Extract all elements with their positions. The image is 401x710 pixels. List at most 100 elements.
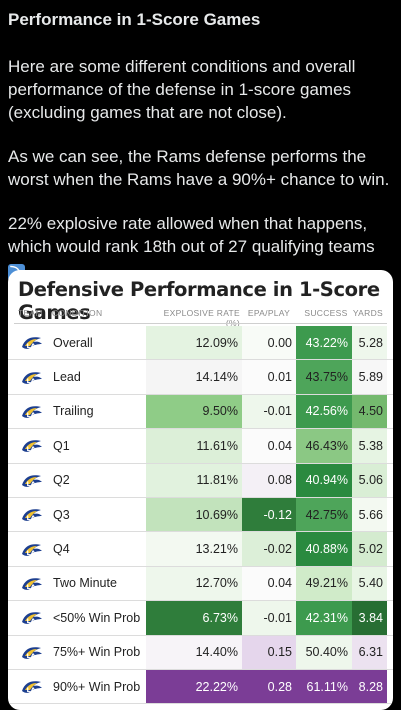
explosive-rate-cell: 12.09% (146, 326, 242, 360)
team-logo-cell: LA (18, 636, 46, 669)
condition-cell: 75%+ Win Prob (53, 645, 141, 660)
yards-cell: 5.66 (352, 497, 387, 532)
condition-cell: Q3 (53, 507, 70, 522)
success-cell: 42.75% (296, 497, 352, 532)
condition-cell: Trailing (53, 404, 94, 419)
team-logo-cell: LA (18, 326, 46, 359)
team-logo-cell: LA (18, 360, 46, 393)
table-row: LA Trailing 9.50% -0.01 42.56% 4.50 (8, 394, 393, 430)
success-cell: 46.43% (296, 429, 352, 463)
svg-text:LA: LA (27, 445, 36, 453)
svg-text:LA: LA (27, 583, 36, 591)
svg-text:LA: LA (27, 480, 36, 488)
rams-logo-icon: LA (20, 576, 44, 591)
team-logo-cell: LA (18, 429, 46, 462)
epa-play-cell: 0.04 (242, 566, 296, 601)
rams-logo-icon: LA (20, 404, 44, 419)
svg-text:LA: LA (27, 342, 36, 350)
explosive-rate-cell: 12.70% (146, 566, 242, 601)
epa-play-cell: -0.01 (242, 601, 296, 635)
epa-play-cell: 0.15 (242, 635, 296, 669)
epa-play-cell: 0.08 (242, 463, 296, 497)
epa-play-cell: 0.04 (242, 429, 296, 463)
table-row: LA Two Minute 12.70% 0.04 49.21% 5.40 (8, 566, 393, 602)
condition-cell: Lead (53, 370, 81, 385)
header-success: SUCCESS (304, 308, 348, 318)
explosive-rate-cell: 14.14% (146, 360, 242, 394)
table-title: Defensive Performance in 1-Score Games (18, 278, 380, 324)
rams-logo-icon: LA (20, 645, 44, 660)
explosive-rate-cell: 11.61% (146, 429, 242, 463)
rams-logo-icon: LA (20, 370, 44, 385)
yards-cell: 5.40 (352, 566, 387, 601)
header-condition: CONDITION (52, 308, 103, 318)
yards-cell: 3.84 (352, 601, 387, 635)
yards-cell: 5.02 (352, 532, 387, 566)
team-logo-cell: LA (18, 670, 46, 703)
table-body: LA Overall 12.09% 0.00 43.22% 5.28 LA Lead 14.14… (8, 326, 393, 705)
table-row: LA 90%+ Win Prob 22.22% 0.28 61.11% 8.28 (8, 669, 393, 705)
explosive-rate-cell: 11.81% (146, 463, 242, 497)
team-logo-cell: LA (18, 532, 46, 565)
condition-cell: <50% Win Prob (53, 610, 141, 625)
team-logo-cell: LA (18, 567, 46, 600)
svg-text:LA: LA (27, 514, 36, 522)
svg-text:LA: LA (27, 686, 36, 694)
epa-play-cell: -0.02 (242, 532, 296, 566)
explosive-rate-cell: 10.69% (146, 497, 242, 532)
rams-logo-icon: LA (20, 679, 44, 694)
rams-logo-icon: LA (20, 542, 44, 557)
table-row: LA Q3 10.69% -0.12 42.75% 5.66 (8, 497, 393, 533)
success-cell: 40.94% (296, 463, 352, 497)
yards-cell: 8.28 (352, 669, 387, 704)
table-row: LA Q2 11.81% 0.08 40.94% 5.06 (8, 463, 393, 498)
condition-cell: Q2 (53, 473, 70, 488)
table-row: LA Lead 14.14% 0.01 43.75% 5.89 (8, 360, 393, 395)
success-cell: 61.11% (296, 669, 352, 704)
team-logo-cell: LA (18, 601, 46, 634)
table-row: LA Overall 12.09% 0.00 43.22% 5.28 (8, 326, 393, 361)
table-row: LA 75%+ Win Prob 14.40% 0.15 50.40% 6.31 (8, 635, 393, 670)
rams-logo-icon: LA (20, 507, 44, 522)
success-cell: 43.75% (296, 360, 352, 394)
condition-cell: Q4 (53, 542, 70, 557)
rams-logo-icon: LA (20, 335, 44, 350)
table-image-card[interactable]: Defensive Performance in 1-Score Games T… (8, 270, 393, 710)
yards-cell: 4.50 (352, 394, 387, 429)
condition-cell: 90%+ Win Prob (53, 679, 141, 694)
yards-cell: 5.38 (352, 429, 387, 463)
team-logo-cell: LA (18, 395, 46, 428)
header-yards: YARDS (352, 308, 383, 318)
condition-cell: Two Minute (53, 576, 117, 591)
header-explosive-rate: EXPLOSIVE RATE (%) (163, 308, 240, 328)
table-row: LA Q1 11.61% 0.04 46.43% 5.38 (8, 429, 393, 464)
post-paragraph-2: As we can see, the Rams defense performs… (8, 147, 390, 189)
success-cell: 42.56% (296, 394, 352, 429)
table-row: LA <50% Win Prob 6.73% -0.01 42.31% 3.84 (8, 601, 393, 636)
yards-cell: 6.31 (352, 635, 387, 669)
header-divider (14, 323, 387, 324)
svg-text:LA: LA (27, 652, 36, 660)
success-cell: 49.21% (296, 566, 352, 601)
svg-text:LA: LA (27, 411, 36, 419)
epa-play-cell: -0.12 (242, 497, 296, 532)
success-cell: 40.88% (296, 532, 352, 566)
header-epa-play: EPA/PLAY (247, 308, 291, 318)
success-cell: 43.22% (296, 326, 352, 360)
condition-cell: Overall (53, 335, 93, 350)
rams-logo-icon: LA (20, 438, 44, 453)
team-logo-cell: LA (18, 498, 46, 531)
success-cell: 42.31% (296, 601, 352, 635)
epa-play-cell: 0.28 (242, 669, 296, 704)
epa-play-cell: 0.00 (242, 326, 296, 360)
svg-text:LA: LA (27, 549, 36, 557)
success-cell: 50.40% (296, 635, 352, 669)
svg-text:LA: LA (27, 377, 36, 385)
epa-play-cell: 0.01 (242, 360, 296, 394)
table-row: LA Q4 13.21% -0.02 40.88% 5.02 (8, 532, 393, 567)
explosive-rate-cell: 13.21% (146, 532, 242, 566)
explosive-rate-cell: 22.22% (146, 669, 242, 704)
post-heading: Performance in 1-Score Games (8, 10, 261, 29)
post-paragraph-1: Here are some different conditions and o… (8, 57, 356, 122)
yards-cell: 5.89 (352, 360, 387, 394)
